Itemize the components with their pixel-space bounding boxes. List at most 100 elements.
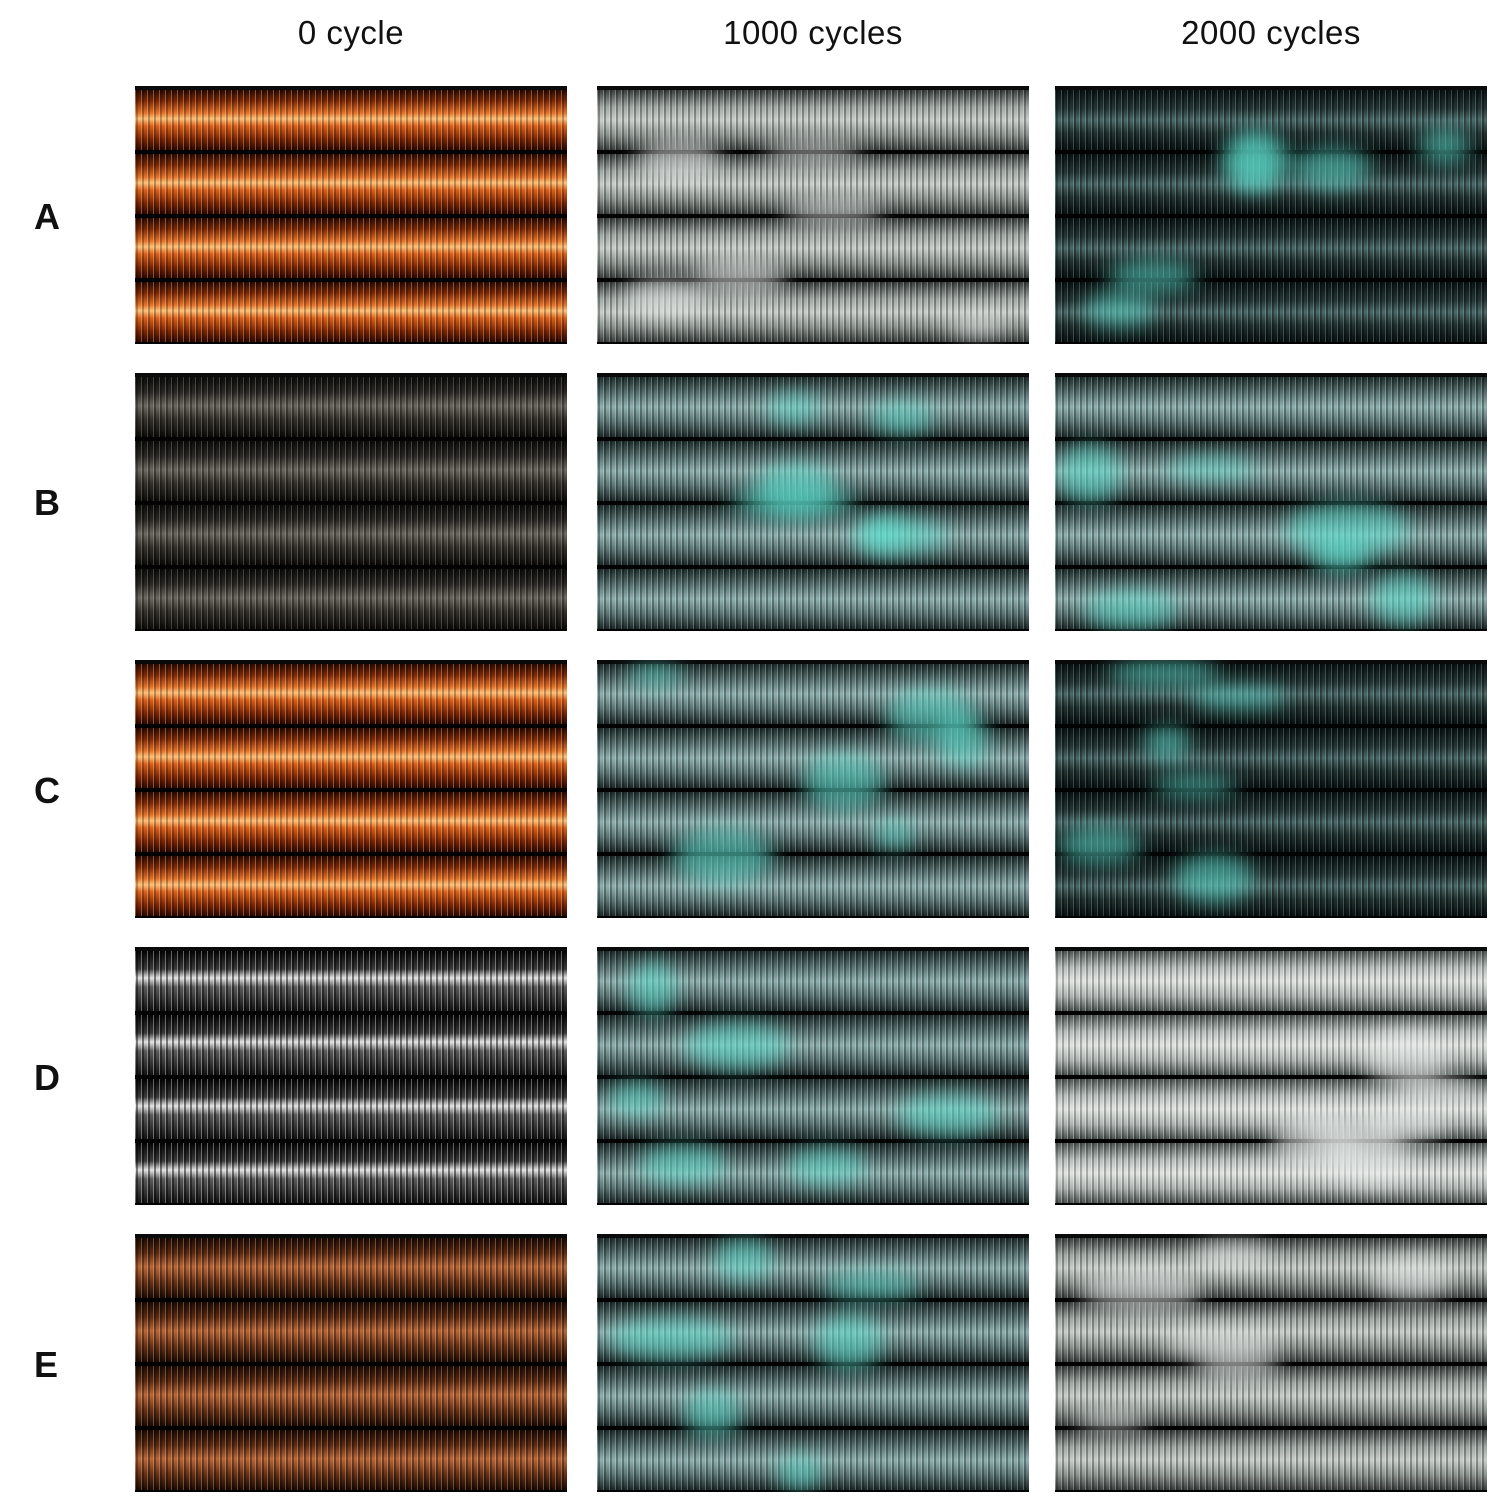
fin-tube <box>135 218 567 278</box>
corrosion-patch <box>1397 1077 1478 1101</box>
fin-tube <box>135 1302 567 1362</box>
tube-gap <box>597 1075 1029 1081</box>
fin-tube <box>597 1238 1029 1298</box>
row-label-d: D <box>34 1057 60 1098</box>
corrosion-patch <box>1152 775 1237 798</box>
tube-gap <box>1055 278 1487 284</box>
corrosion-patch <box>1419 127 1471 166</box>
tube-gap <box>135 1139 567 1145</box>
column-label-2000-cycles: 2000 cycles <box>1181 14 1361 51</box>
corrosion-patch <box>822 1273 922 1300</box>
tube-gap <box>1055 1426 1487 1432</box>
corrosion-patch <box>1229 133 1291 190</box>
fin-tube <box>135 664 567 724</box>
corrosion-patch <box>684 1023 790 1069</box>
photo-e-1 <box>597 1234 1029 1492</box>
fin-tube <box>135 569 567 629</box>
column-label-1000-cycles: 1000 cycles <box>723 14 903 51</box>
corrosion-patch <box>1083 293 1156 328</box>
tube-gap <box>1055 852 1487 858</box>
tube-gap <box>597 565 1029 571</box>
fin-tube <box>135 1143 567 1203</box>
corrosion-patch <box>861 516 906 553</box>
tube-gap <box>135 150 567 156</box>
corrosion-patch <box>950 314 1007 337</box>
tube-gap <box>597 278 1029 284</box>
corrosion-patch <box>714 1238 773 1280</box>
photo-b-1 <box>597 373 1029 631</box>
fin-tube <box>135 505 567 565</box>
tube-gap <box>597 342 1029 344</box>
photo-b-0 <box>135 373 567 631</box>
tube-gap <box>597 1426 1029 1432</box>
tube-gap <box>597 1298 1029 1304</box>
tube-gap <box>597 437 1029 443</box>
tube-gap <box>597 852 1029 858</box>
tube-gap <box>135 1203 567 1205</box>
tube-gap <box>135 1075 567 1081</box>
corrosion-patch <box>693 259 787 296</box>
tube-gap <box>1055 565 1487 571</box>
tube-gap <box>135 1011 567 1017</box>
photo-e-0 <box>135 1234 567 1492</box>
corrosion-patch <box>637 138 722 182</box>
fin-tube <box>135 154 567 214</box>
tube-gap <box>597 916 1029 918</box>
tube-gap <box>1055 788 1487 794</box>
fin-tube <box>135 1430 567 1490</box>
corrosion-patch <box>1361 1105 1447 1144</box>
fin-tube <box>135 441 567 501</box>
tube-gap <box>1055 1139 1487 1145</box>
row-label-e: E <box>34 1344 59 1385</box>
corrosion-patch <box>870 403 935 433</box>
corrosion-patch <box>1370 573 1435 625</box>
corrosion-patch <box>755 462 836 517</box>
tube-gap <box>135 214 567 220</box>
tube-gap <box>1055 1075 1487 1081</box>
fin-tube <box>135 282 567 342</box>
corrosion-patch <box>627 664 683 687</box>
corrosion-patch <box>777 1455 823 1490</box>
column-label-0-cycle: 0 cycle <box>297 14 405 51</box>
corrosion-patch <box>782 198 884 226</box>
corrosion-patch <box>1076 1409 1147 1431</box>
fin-tube <box>597 218 1029 278</box>
tube-gap <box>135 501 567 507</box>
tube-gap <box>1055 724 1487 730</box>
corrosion-patch <box>1143 726 1190 761</box>
fin-tube <box>597 569 1029 629</box>
corrosion-patch <box>1293 146 1371 189</box>
fin-tube <box>597 856 1029 916</box>
corrosion-patch <box>1195 1350 1279 1381</box>
photo-b-2 <box>1055 373 1487 631</box>
photo-a-0 <box>135 86 567 344</box>
corrosion-patch <box>638 1145 726 1183</box>
photo-c-2 <box>1055 660 1487 918</box>
fin-tube <box>135 856 567 916</box>
fin-tube <box>135 1079 567 1139</box>
corrosion-patch <box>872 821 915 848</box>
fin-tube <box>135 1366 567 1426</box>
tube-gap <box>597 1203 1029 1205</box>
tube-gap <box>1055 342 1487 344</box>
tube-gap <box>1055 629 1487 631</box>
photo-c-0 <box>135 660 567 918</box>
corrosion-patch <box>803 755 885 811</box>
corrosion-patch <box>624 277 705 318</box>
tube-gap <box>1055 437 1487 443</box>
tube-gap <box>1055 1490 1487 1492</box>
tube-gap <box>135 1426 567 1432</box>
corrosion-patch <box>1165 457 1256 479</box>
corrosion-patch <box>607 1318 735 1360</box>
fin-tube <box>1055 1430 1487 1490</box>
fin-tube <box>1055 441 1487 501</box>
corrosion-patch <box>1081 1269 1202 1312</box>
corrosion-patch <box>1173 853 1255 904</box>
tube-gap <box>597 1490 1029 1492</box>
tube-gap <box>597 1011 1029 1017</box>
fin-tube <box>1055 1302 1487 1362</box>
corrosion-patch <box>1057 827 1141 865</box>
corrosion-patch <box>1085 591 1179 629</box>
corrosion-patch <box>673 828 773 884</box>
